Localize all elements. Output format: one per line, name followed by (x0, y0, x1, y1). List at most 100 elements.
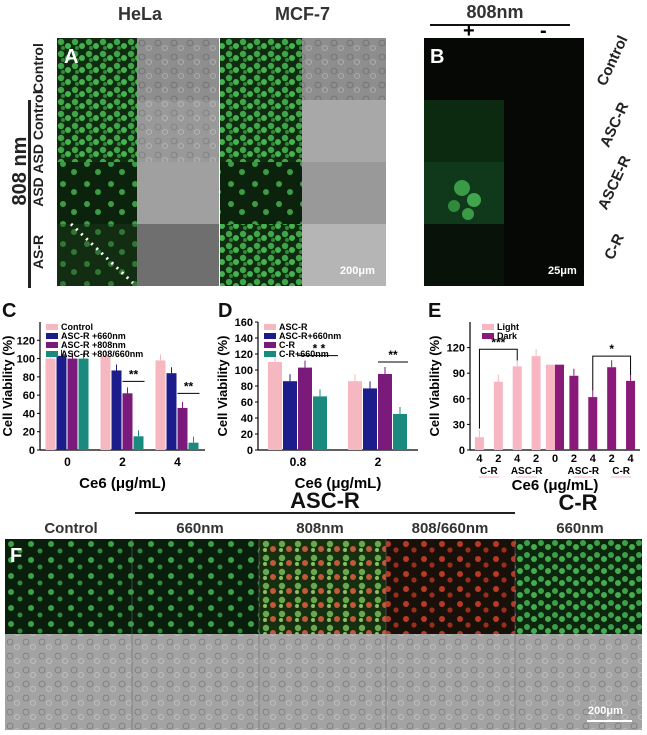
chart-c-bar (133, 436, 144, 450)
panel-a-image-grid (57, 38, 386, 286)
chart-c-bar (122, 393, 133, 450)
chart-e-legend-label: Light (497, 322, 519, 332)
panel-d-label: D (218, 300, 233, 322)
panel-b-header-line (430, 24, 570, 26)
chart-c-bar (45, 358, 56, 450)
chart-d-legend-swatch (264, 342, 276, 348)
panel-f-col-header-cr-660: 660nm (556, 520, 604, 537)
chart-d-bar (393, 414, 407, 450)
chart-c-legend-swatch (46, 333, 58, 339)
panel-f-col-header-808: 808nm (296, 520, 344, 537)
chart-e-xtick-number: 4 (590, 453, 597, 465)
panel-b-scalebar: 25μm (548, 265, 577, 277)
chart-e-group-label: ASC-R (567, 466, 599, 477)
chart-d-ytick-label: 140 (235, 333, 253, 345)
chart-c-ylabel: Cell Viability (%) (0, 336, 15, 437)
panel-a-label: A (64, 46, 79, 68)
chart-d-legend-swatch (264, 324, 276, 330)
chart-d-ytick-label: 80 (241, 381, 253, 393)
chart-d-ylabel: Cell Viability (%) (215, 336, 230, 437)
chart-e-group-label: C-R (612, 466, 631, 477)
chart-c-xtick-label: 0 (64, 455, 71, 469)
panel-f-side-header: C-R (558, 490, 598, 515)
chart-d-bar (378, 374, 392, 450)
chart-c-ytick-label: 120 (17, 335, 35, 347)
chart-d-sig: * * (313, 342, 326, 356)
chart-e-legend-swatch (482, 333, 494, 339)
chart-c-bar (67, 358, 78, 450)
chart-c-bar (155, 360, 166, 450)
panel-a-group-bracket (28, 100, 31, 288)
chart-d-xtick-label: 0.8 (290, 455, 307, 469)
chart-d-xtick-label: 2 (375, 455, 382, 469)
chart-c-ytick-label: 20 (23, 427, 35, 439)
panel-a-col-header-mcf7: MCF-7 (275, 4, 330, 24)
chart-c-sig: ** (184, 379, 194, 393)
chart-c-ytick-label: 100 (17, 354, 35, 366)
chart-e-bar (512, 366, 522, 450)
chart-e-bar (555, 364, 564, 450)
chart-c-legend-label: ASC-R +808/660nm (61, 349, 143, 359)
chart-c-legend-swatch (46, 324, 58, 330)
chart-e-bar (474, 437, 484, 450)
chart-c-bar (188, 442, 199, 450)
chart-d-ytick-label: 160 (235, 317, 253, 329)
chart-d-legend-swatch (264, 351, 276, 357)
chart-e-sig: *** (491, 335, 505, 349)
chart-e-xtick-number: 4 (476, 453, 483, 465)
chart-e-xtick-number: 4 (514, 453, 521, 465)
panel-f-col-header-control: Control (44, 520, 98, 537)
chart-c-legend-swatch (46, 351, 58, 357)
chart-e-sig: * (609, 342, 614, 356)
chart-c-ytick-label: 40 (23, 408, 35, 420)
chart-d-ytick-label: 120 (235, 349, 253, 361)
chart-e-xtick-number: 2 (571, 453, 577, 465)
chart-d-xlabel: Ce6 (μg/mL) (295, 475, 382, 492)
panel-b-row-label-c-r: C-R (601, 231, 628, 263)
chart-e-xtick-number: 2 (533, 453, 539, 465)
chart-e-bar (607, 367, 617, 450)
chart-d-ytick-label: 100 (235, 365, 253, 377)
chart-c-ytick-label: 60 (23, 390, 35, 402)
chart-e-xtick-number: 0 (552, 453, 558, 465)
panel-a-col-header-hela: HeLa (117, 4, 162, 24)
chart-e-bar (569, 375, 579, 450)
chart-e-bar (493, 381, 503, 450)
chart-d-legend-label: C-R (279, 340, 295, 350)
panel-f-scalebar: 200μm (588, 705, 623, 717)
panel-f-image-grid (5, 539, 642, 730)
chart-d-ytick-label: 20 (241, 429, 253, 441)
chart-e-group-label: ASC-R (511, 466, 543, 477)
panel-f-col-header-808-660: 808/660nm (411, 520, 489, 537)
chart-c-xtick-label: 2 (119, 455, 126, 469)
chart-d-bar (298, 367, 312, 450)
chart-d-bar (283, 381, 297, 450)
chart-d-bar (313, 396, 327, 450)
chart-e-bar (588, 397, 598, 450)
panel-f-col-header-660: 660nm (176, 520, 224, 537)
chart-d-bar (268, 362, 282, 450)
panel-b-label: B (430, 46, 445, 68)
chart-e-ytick-label: 120 (447, 343, 465, 355)
panel-f-label: F (10, 545, 23, 567)
chart-d-ytick-label: 60 (241, 397, 253, 409)
chart-e-xtick-number: 2 (609, 453, 615, 465)
panel-a-row-label-asd: ASD (30, 177, 46, 207)
chart-c-ytick-label: 0 (29, 445, 35, 457)
panel-a-scalebar: 200μm (340, 265, 375, 277)
chart-e-bar (531, 356, 541, 450)
chart-e-bar (626, 380, 636, 450)
chart-c-legend-swatch (46, 342, 58, 348)
chart-d-bar (363, 388, 377, 450)
chart-c-bar (78, 358, 89, 450)
chart-c-bar (111, 370, 122, 450)
panel-b-sign-minus: - (540, 20, 547, 42)
chart-c-bar (166, 373, 177, 450)
chart-c-legend-label: Control (61, 322, 93, 332)
chart-e-group-label: C-R (480, 466, 499, 477)
chart-e-sig-bracket (592, 355, 632, 391)
chart-e-xlabel: Ce6 (μg/mL) (512, 477, 599, 494)
panel-c-label: C (2, 300, 17, 322)
chart-e-bar (546, 364, 555, 450)
